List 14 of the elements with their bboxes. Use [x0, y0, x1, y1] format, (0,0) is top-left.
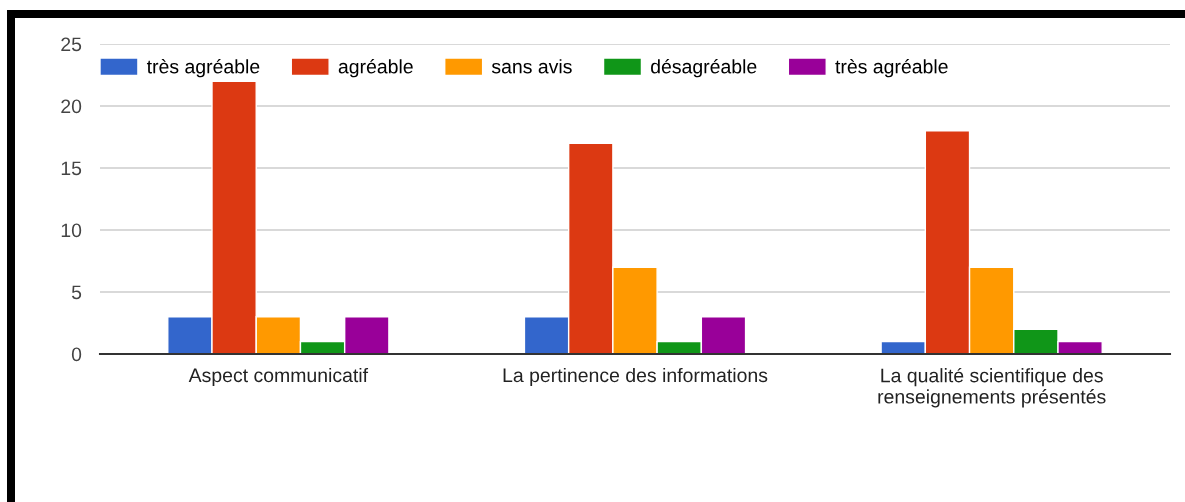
x-tick-label: Aspect communicatif [188, 367, 369, 387]
y-tick-label: 15 [61, 161, 82, 176]
legend-label: sans avis [491, 59, 572, 74]
y-tick-label: 0 [71, 347, 82, 362]
x-tick-label: La pertinence des informations [503, 367, 768, 387]
y-tick-label: 5 [71, 285, 82, 300]
legend-label: très agréable [835, 58, 948, 78]
legend-label: très agréable [146, 58, 260, 78]
legend-label: agréable [338, 58, 413, 78]
y-tick-label: 20 [61, 99, 82, 114]
y-tick-label: 25 [61, 37, 82, 52]
y-tick-label: 10 [61, 223, 82, 238]
x-tick-label: La qualité scientifique des renseignements présentés [878, 367, 1106, 408]
legend-label: désagréable [651, 58, 757, 78]
